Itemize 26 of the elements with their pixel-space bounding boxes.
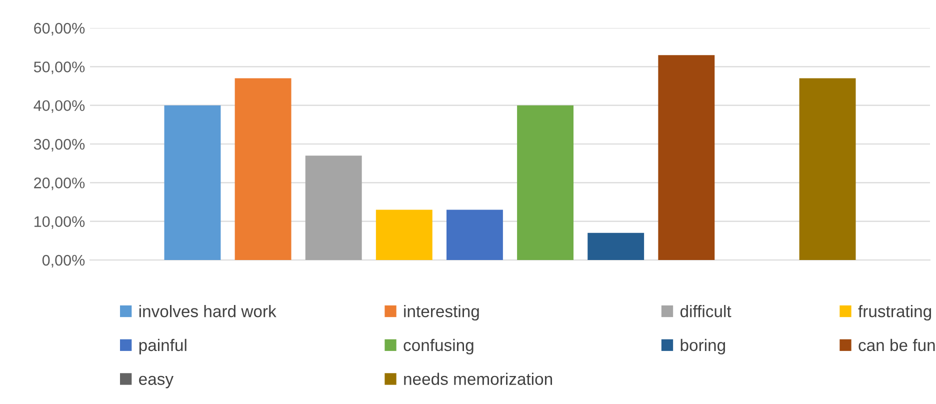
- legend-label: can be fun: [858, 338, 935, 352]
- y-tick-label: 40,00%: [34, 100, 85, 113]
- legend-label: easy: [139, 376, 174, 388]
- y-tick-label: 20,00%: [34, 178, 85, 190]
- bar: [446, 210, 503, 260]
- legend-label: needs memorization: [404, 372, 552, 385]
- y-tick-label: 0,00%: [42, 254, 85, 268]
- y-tick-label: 30,00%: [34, 138, 85, 152]
- bar: [305, 156, 362, 260]
- legend-label: painful: [139, 338, 186, 354]
- bar: [164, 105, 221, 260]
- bar: [658, 55, 715, 260]
- y-tick-label: 10,00%: [34, 216, 85, 229]
- legend-label: boring: [680, 338, 725, 354]
- bar: [234, 78, 292, 260]
- bar: [588, 232, 644, 260]
- bar: [517, 105, 574, 260]
- legend-label: frustrating: [858, 305, 932, 321]
- legend-label: involves hard work: [139, 305, 276, 318]
- legend-label: interesting: [404, 305, 479, 321]
- y-tick-label: 50,00%: [34, 62, 85, 74]
- legend-label: confusing: [404, 338, 474, 354]
- legend-label: difficult: [680, 305, 732, 318]
- y-tick-label: 60,00%: [34, 22, 85, 36]
- bar: [799, 78, 856, 260]
- bar: [376, 210, 432, 260]
